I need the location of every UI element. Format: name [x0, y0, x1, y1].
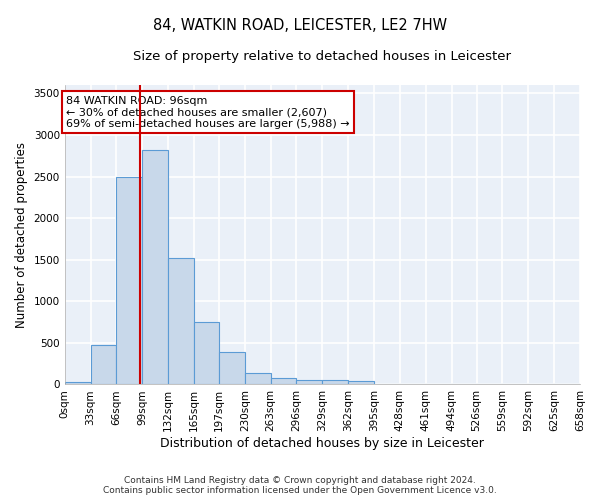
Bar	[322, 380, 348, 384]
X-axis label: Distribution of detached houses by size in Leicester: Distribution of detached houses by size …	[160, 437, 484, 450]
Bar	[271, 378, 296, 384]
Bar	[65, 382, 91, 384]
Bar	[194, 322, 219, 384]
Text: 84, WATKIN ROAD, LEICESTER, LE2 7HW: 84, WATKIN ROAD, LEICESTER, LE2 7HW	[153, 18, 447, 32]
Text: 84 WATKIN ROAD: 96sqm
← 30% of detached houses are smaller (2,607)
69% of semi-d: 84 WATKIN ROAD: 96sqm ← 30% of detached …	[66, 96, 350, 129]
Bar	[296, 380, 322, 384]
Bar	[245, 373, 271, 384]
Bar	[142, 150, 168, 384]
Bar	[116, 176, 142, 384]
Text: Contains HM Land Registry data © Crown copyright and database right 2024.
Contai: Contains HM Land Registry data © Crown c…	[103, 476, 497, 495]
Y-axis label: Number of detached properties: Number of detached properties	[15, 142, 28, 328]
Bar	[348, 381, 374, 384]
Bar	[219, 352, 245, 384]
Bar	[91, 344, 116, 385]
Bar	[168, 258, 194, 384]
Title: Size of property relative to detached houses in Leicester: Size of property relative to detached ho…	[133, 50, 511, 63]
